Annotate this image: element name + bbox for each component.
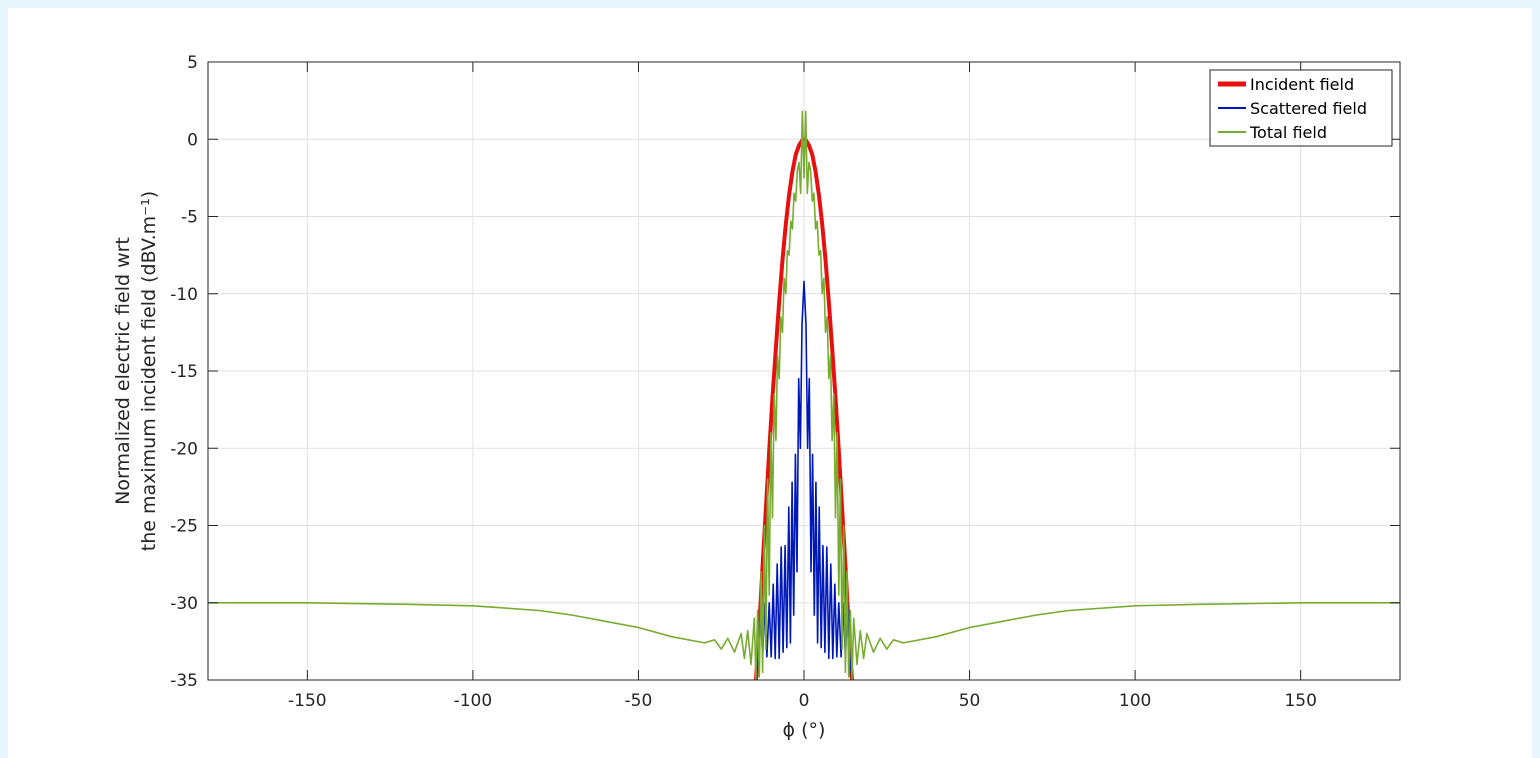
- y-tick-label: -30: [170, 594, 198, 614]
- legend-label-total-field: Total field: [1249, 123, 1327, 142]
- line-chart: -150 -100 -50 0 50 100 15050-5-10-15-20-25-30-…: [112, 53, 1401, 741]
- axis-ticks: -150 -100 -50 0 50 100 15050-5-10-15-20-25-30-…: [170, 53, 1400, 711]
- grid-lines: [208, 61, 1400, 681]
- legend: Incident field Scattered field Total fie…: [1209, 69, 1393, 147]
- series-total-field: [208, 110, 1400, 680]
- y-tick-label: -10: [170, 285, 198, 305]
- series-incident-field: [754, 137, 854, 680]
- y-tick-label: 5: [187, 53, 198, 73]
- y-axis-label-line-2: the maximum incident field (dBV.m⁻¹): [138, 191, 160, 551]
- y-axis-label-line-1: Normalized electric field wrt: [112, 237, 134, 505]
- legend-label-incident-field: Incident field: [1250, 75, 1354, 94]
- x-tick-label: 150: [1284, 691, 1316, 711]
- y-tick-label: -5: [181, 208, 198, 228]
- x-axis-label: ϕ (°): [783, 719, 826, 741]
- x-tick-label: -50: [625, 691, 653, 711]
- x-tick-label: 100: [1119, 691, 1151, 711]
- legend-label-scattered-field: Scattered field: [1250, 99, 1367, 118]
- x-tick-label: -100: [454, 691, 493, 711]
- y-tick-label: -15: [170, 362, 198, 382]
- series-scattered-field: [755, 280, 853, 680]
- x-tick-label: -150: [288, 691, 327, 711]
- x-tick-label: 0: [799, 691, 810, 711]
- y-tick-label: -35: [170, 671, 198, 691]
- y-tick-label: -25: [170, 517, 198, 537]
- y-tick-label: -20: [170, 439, 198, 459]
- figure-background: -150 -100 -50 0 50 100 150 5 0 -5 -10 -15 -20 -25 -30-…: [8, 8, 1532, 758]
- y-tick-label: 0: [187, 130, 198, 150]
- x-tick-label: 50: [959, 691, 981, 711]
- series-layer: [208, 110, 1400, 680]
